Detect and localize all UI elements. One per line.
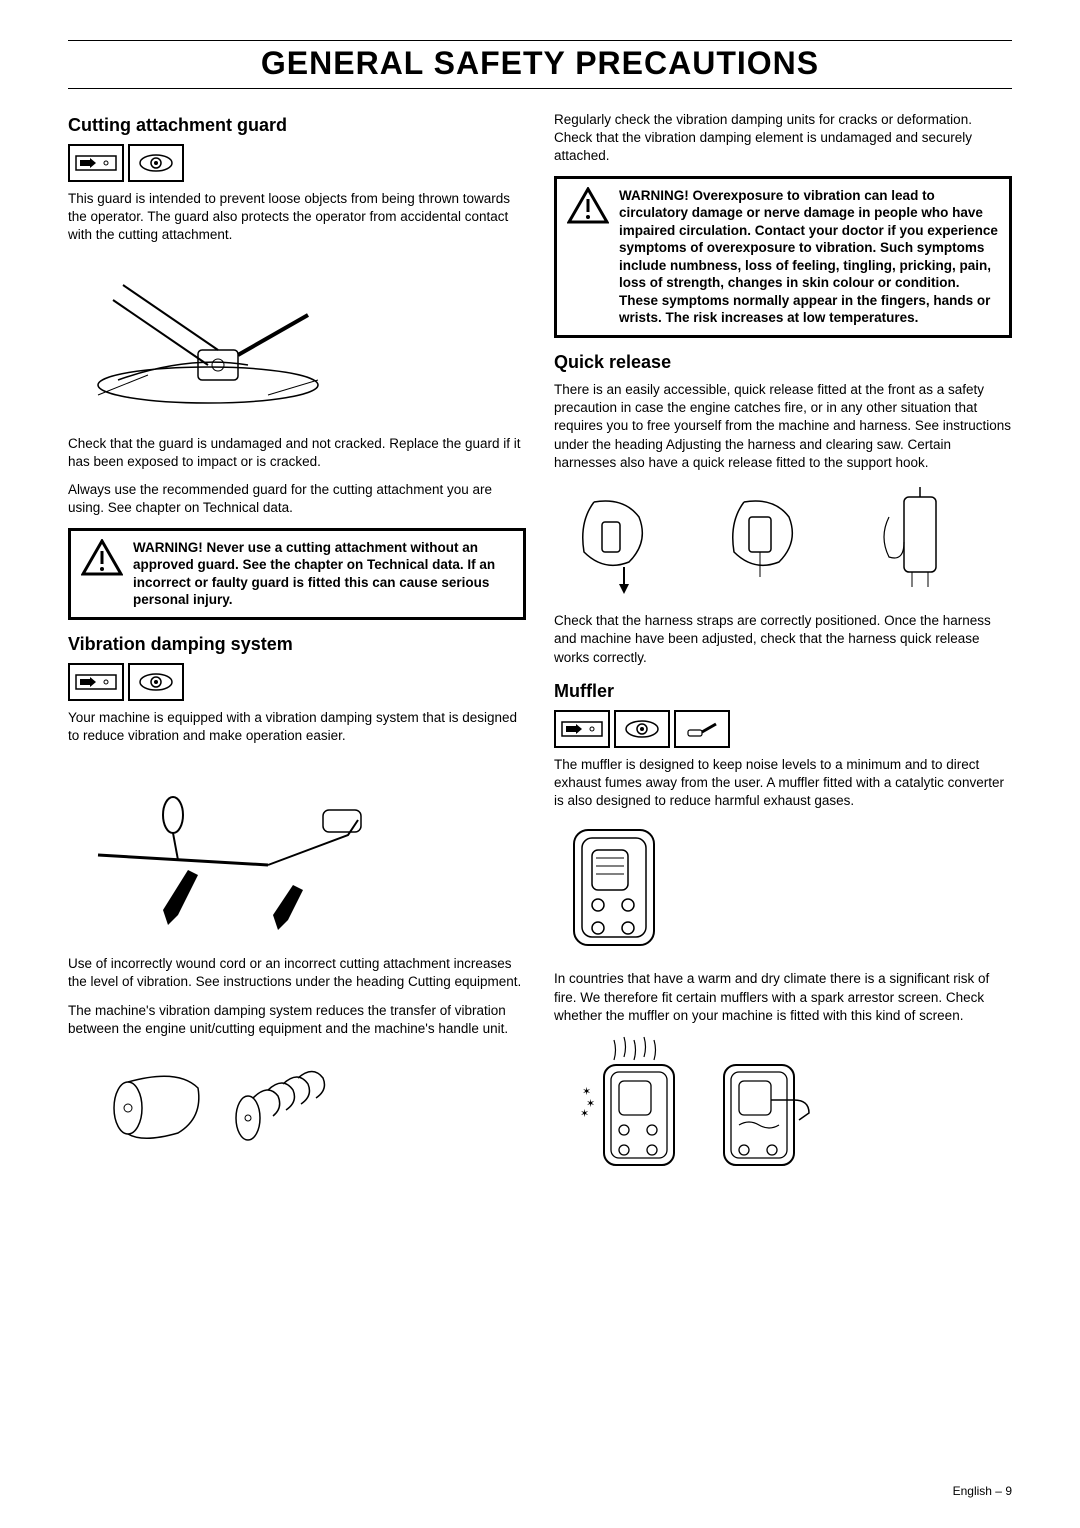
muffler-icons (554, 710, 1012, 748)
cutting-guard-p1: This guard is intended to prevent loose … (68, 190, 526, 245)
arrow-box-icon (68, 663, 124, 701)
footer-page: 9 (1005, 1484, 1012, 1498)
muffler-p1: The muffler is designed to keep noise le… (554, 756, 1012, 811)
muffler-double-illustration: ✶ ✶ ✶ (554, 1035, 834, 1185)
warning-triangle-icon (567, 187, 609, 327)
quick-release-p2: Check that the harness straps are correc… (554, 612, 1012, 667)
vibration-check-text: Regularly check the vibration damping un… (554, 111, 1012, 166)
arrow-box-icon (68, 144, 124, 182)
footer-lang: English (953, 1484, 992, 1498)
muffler-heading: Muffler (554, 681, 1012, 702)
vibration-p1: Your machine is equipped with a vibratio… (68, 709, 526, 745)
vibration-icons (68, 663, 526, 701)
eye-icon (614, 710, 670, 748)
vibration-p2: Use of incorrectly wound cord or an inco… (68, 955, 526, 991)
quick-release-illustration (554, 482, 994, 602)
cutting-guard-p2: Check that the guard is undamaged and no… (68, 435, 526, 471)
arrow-box-icon (554, 710, 610, 748)
warning-2-text: WARNING! Overexposure to vibration can l… (619, 187, 999, 327)
right-column: Regularly check the vibration damping un… (554, 111, 1012, 1195)
svg-text:✶: ✶ (580, 1108, 589, 1120)
page-title: GENERAL SAFETY PRECAUTIONS (68, 40, 1012, 89)
vibration-handle-illustration (68, 755, 388, 945)
warning-box-2: WARNING! Overexposure to vibration can l… (554, 176, 1012, 338)
svg-text:✶: ✶ (582, 1086, 591, 1098)
muffler-single-illustration (554, 820, 674, 960)
cutting-guard-illustration (68, 255, 348, 425)
vibration-heading: Vibration damping system (68, 634, 526, 655)
cutting-guard-heading: Cutting attachment guard (68, 115, 526, 136)
vibration-p3: The machine's vibration damping system r… (68, 1002, 526, 1038)
cutting-guard-icons (68, 144, 526, 182)
left-column: Cutting attachment guard This guard is i… (68, 111, 526, 1195)
content-columns: Cutting attachment guard This guard is i… (68, 111, 1012, 1195)
warning-triangle-icon (81, 539, 123, 609)
damper-spring-illustration (68, 1048, 348, 1158)
eye-icon (128, 663, 184, 701)
warning-box-1: WARNING! Never use a cutting attachment … (68, 528, 526, 620)
brush-icon (674, 710, 730, 748)
page-footer: English – 9 (953, 1484, 1012, 1498)
eye-icon (128, 144, 184, 182)
muffler-p2: In countries that have a warm and dry cl… (554, 970, 1012, 1025)
warning-1-text: WARNING! Never use a cutting attachment … (133, 539, 513, 609)
cutting-guard-p3: Always use the recommended guard for the… (68, 481, 526, 517)
quick-release-p1: There is an easily accessible, quick rel… (554, 381, 1012, 472)
quick-release-heading: Quick release (554, 352, 1012, 373)
